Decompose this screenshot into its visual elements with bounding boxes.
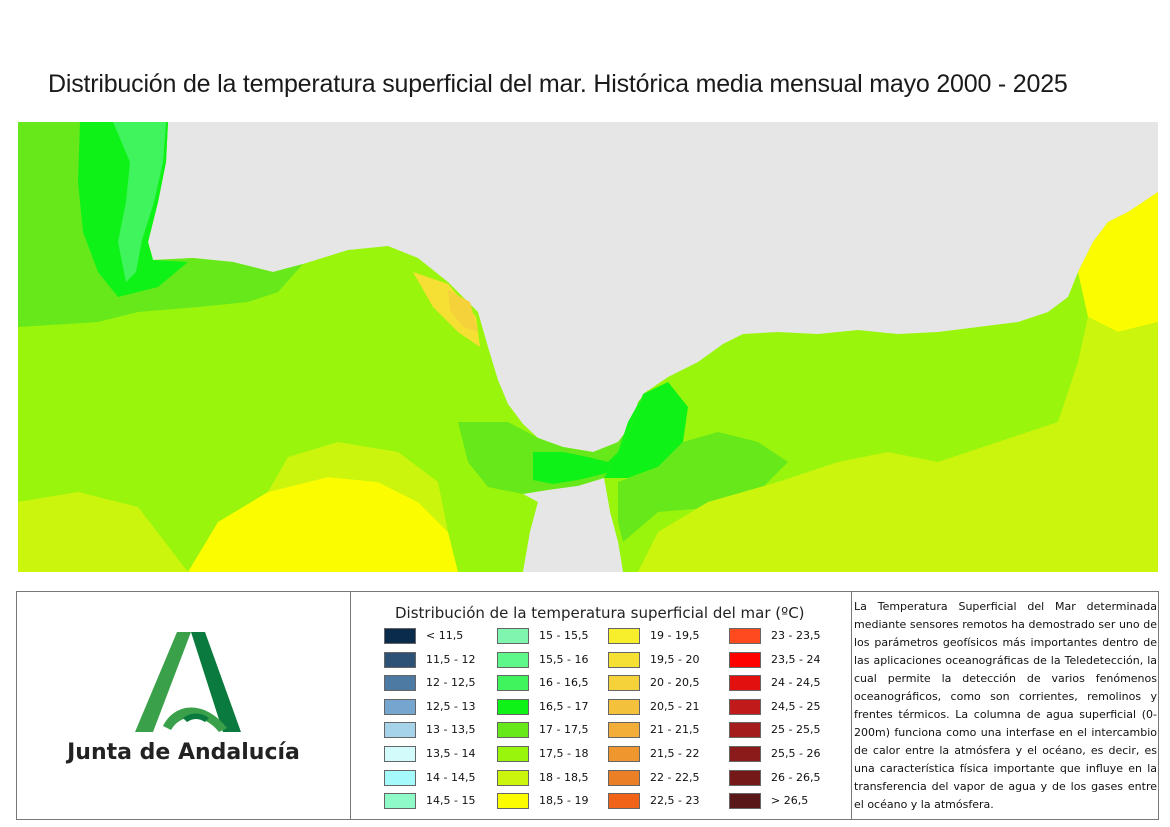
atlantic-coastal-strip <box>113 122 166 282</box>
legend-swatch <box>497 793 529 810</box>
legend-swatch <box>608 769 640 786</box>
legend-label: 14,5 - 15 <box>426 794 476 808</box>
legend-swatch <box>384 746 416 762</box>
legend-label: 23 - 23,5 <box>771 629 821 642</box>
cadiz-warmer-spot <box>448 290 478 332</box>
cadiz-warm-patch <box>413 272 480 347</box>
legend-swatch <box>497 675 529 692</box>
legend-swatch <box>384 793 416 810</box>
legend-swatch <box>497 769 529 786</box>
legend-swatch <box>384 722 416 739</box>
description-text: La Temperatura Superficial del Mar deter… <box>854 600 1157 811</box>
junta-andalucia-logo-icon <box>135 632 241 732</box>
legend-swatch <box>729 746 761 762</box>
legend-swatch <box>729 651 761 668</box>
legend-label: 11,5 - 12 <box>426 652 476 666</box>
legend-label: 22,5 - 23 <box>650 794 700 808</box>
legend-label: 17,5 - 18 <box>539 747 589 760</box>
logo-cell: Junta de Andalucía <box>17 592 351 819</box>
legend-swatch <box>384 628 416 644</box>
legend-label: 15 - 15,5 <box>539 629 589 642</box>
legend-swatch <box>608 793 640 810</box>
legend-swatch <box>729 628 761 644</box>
mediterranean-green-band <box>618 432 788 542</box>
atlantic-sea <box>18 122 608 572</box>
legend-swatch <box>384 698 416 715</box>
legend-label: 25 - 25,5 <box>771 723 821 737</box>
legend-swatch <box>729 793 761 810</box>
mediterranean-east-band <box>1058 317 1158 422</box>
info-panel: Junta de Andalucía Distribución de la te… <box>16 591 1159 820</box>
legend-swatch <box>608 675 640 692</box>
legend-label: 16,5 - 17 <box>539 699 589 713</box>
map-title: Distribución de la temperatura superfici… <box>48 70 1068 98</box>
atlantic-mid-warm <box>268 442 448 532</box>
legend-swatch <box>608 628 640 644</box>
legend-swatch <box>497 746 529 762</box>
mediterranean-warm-south <box>638 402 1158 572</box>
legend-swatch <box>497 651 529 668</box>
legend-label: 13,5 - 14 <box>426 747 476 760</box>
legend-label: 19,5 - 20 <box>650 652 700 666</box>
legend-swatch <box>729 722 761 739</box>
legend-swatch <box>497 722 529 739</box>
legend-label: 14 - 14,5 <box>426 770 476 784</box>
legend-swatch <box>384 675 416 692</box>
legend: Distribución de la temperatura superfici… <box>351 592 852 819</box>
legend-label: > 26,5 <box>771 794 809 808</box>
legend-label: 20 - 20,5 <box>650 676 700 690</box>
legend-label: 17 - 17,5 <box>539 723 589 737</box>
legend-label: 24,5 - 25 <box>771 699 821 713</box>
legend-label: 16 - 16,5 <box>539 676 589 690</box>
sea-temperature-map <box>18 122 1158 572</box>
legend-label: 13 - 13,5 <box>426 723 476 737</box>
legend-label: 26 - 26,5 <box>771 770 821 784</box>
legend-swatch <box>497 628 529 644</box>
alboran-cold-eddy <box>604 382 688 478</box>
legend-swatch <box>608 722 640 739</box>
legend-label: 18,5 - 19 <box>539 794 589 808</box>
legend-label: 21,5 - 22 <box>650 747 700 760</box>
legend-swatch <box>729 675 761 692</box>
legend-label: 12,5 - 13 <box>426 699 476 713</box>
legend-label: 15,5 - 16 <box>539 652 589 666</box>
legend-swatch <box>608 746 640 762</box>
legend-swatch <box>729 769 761 786</box>
atlantic-west-warm <box>18 332 158 452</box>
legend-swatch <box>384 769 416 786</box>
legend-label: 18 - 18,5 <box>539 770 589 784</box>
legend-label: 21 - 21,5 <box>650 723 700 737</box>
atlantic-warm-south <box>188 477 458 572</box>
mediterranean-warmest-east <box>1078 192 1158 332</box>
legend-label: 22 - 22,5 <box>650 770 700 784</box>
legend-swatch <box>608 698 640 715</box>
legend-label: 24 - 24,5 <box>771 676 821 690</box>
legend-label: 25,5 - 26 <box>771 747 821 760</box>
africa-land <box>523 478 623 572</box>
logo-text: Junta de Andalucía <box>67 740 300 765</box>
legend-label: 23,5 - 24 <box>771 652 821 666</box>
legend-swatch <box>497 698 529 715</box>
atlantic-south-left <box>18 492 188 572</box>
legend-swatch <box>608 651 640 668</box>
legend-label: < 11,5 <box>426 629 464 642</box>
legend-swatch <box>384 651 416 668</box>
legend-label: 12 - 12,5 <box>426 676 476 690</box>
legend-swatch <box>729 698 761 715</box>
legend-title: Distribución de la temperatura superfici… <box>395 604 805 622</box>
legend-label: 19 - 19,5 <box>650 629 700 642</box>
legend-label: 20,5 - 21 <box>650 699 700 713</box>
